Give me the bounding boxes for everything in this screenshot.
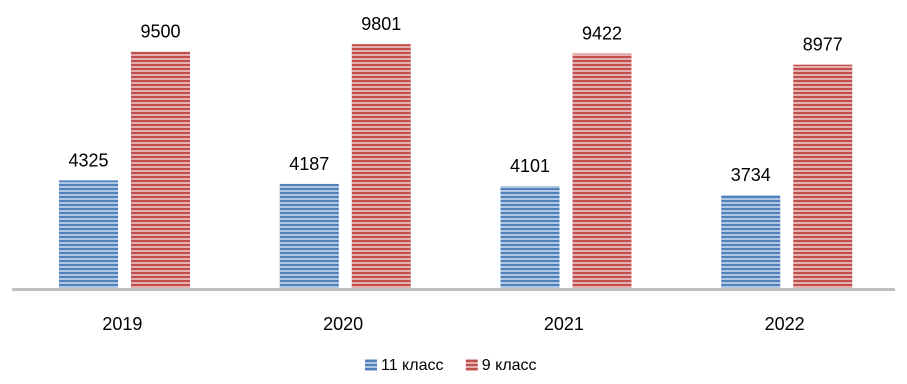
bar-2020-series-1 [279,183,339,288]
bars-layer [59,44,853,288]
data-label-2021-series-1: 4101 [510,156,550,176]
data-labels-layer: 4325 9500 4187 9801 4101 9422 3734 8977 [68,14,842,185]
bar-2019-series-2 [131,51,190,288]
bar-2022-series-1 [721,195,781,288]
x-tick-labels: 2019 2020 2021 2022 [102,314,804,334]
bar-2022-series-2 [793,64,853,288]
x-tick-label-2019: 2019 [102,314,142,334]
data-label-2019-series-2: 9500 [140,22,180,42]
data-label-2019-series-1: 4325 [68,150,108,170]
legend-swatch-series-2 [465,359,478,371]
legend-swatch-series-1 [365,359,377,371]
legend-item-series-1: 11 класс [365,357,443,374]
bar-2019-series-1 [59,180,118,288]
data-label-2020-series-2: 9801 [361,14,401,34]
x-tick-label-2022: 2022 [765,314,805,334]
legend-label-series-2: 9 класс [482,357,537,374]
legend-item-series-2: 9 класс [465,357,537,374]
bar-2021-series-1 [500,185,560,288]
data-label-2020-series-1: 4187 [289,154,329,174]
data-label-2021-series-2: 9422 [582,24,622,44]
x-tick-label-2020: 2020 [323,314,363,334]
bar-2021-series-2 [572,53,632,288]
legend: 11 класс 9 класс [365,357,537,374]
data-label-2022-series-1: 3734 [731,165,771,185]
legend-label-series-1: 11 класс [381,357,443,374]
data-label-2022-series-2: 8977 [803,35,843,55]
bar-2020-series-2 [351,44,411,288]
x-tick-label-2021: 2021 [544,314,584,334]
